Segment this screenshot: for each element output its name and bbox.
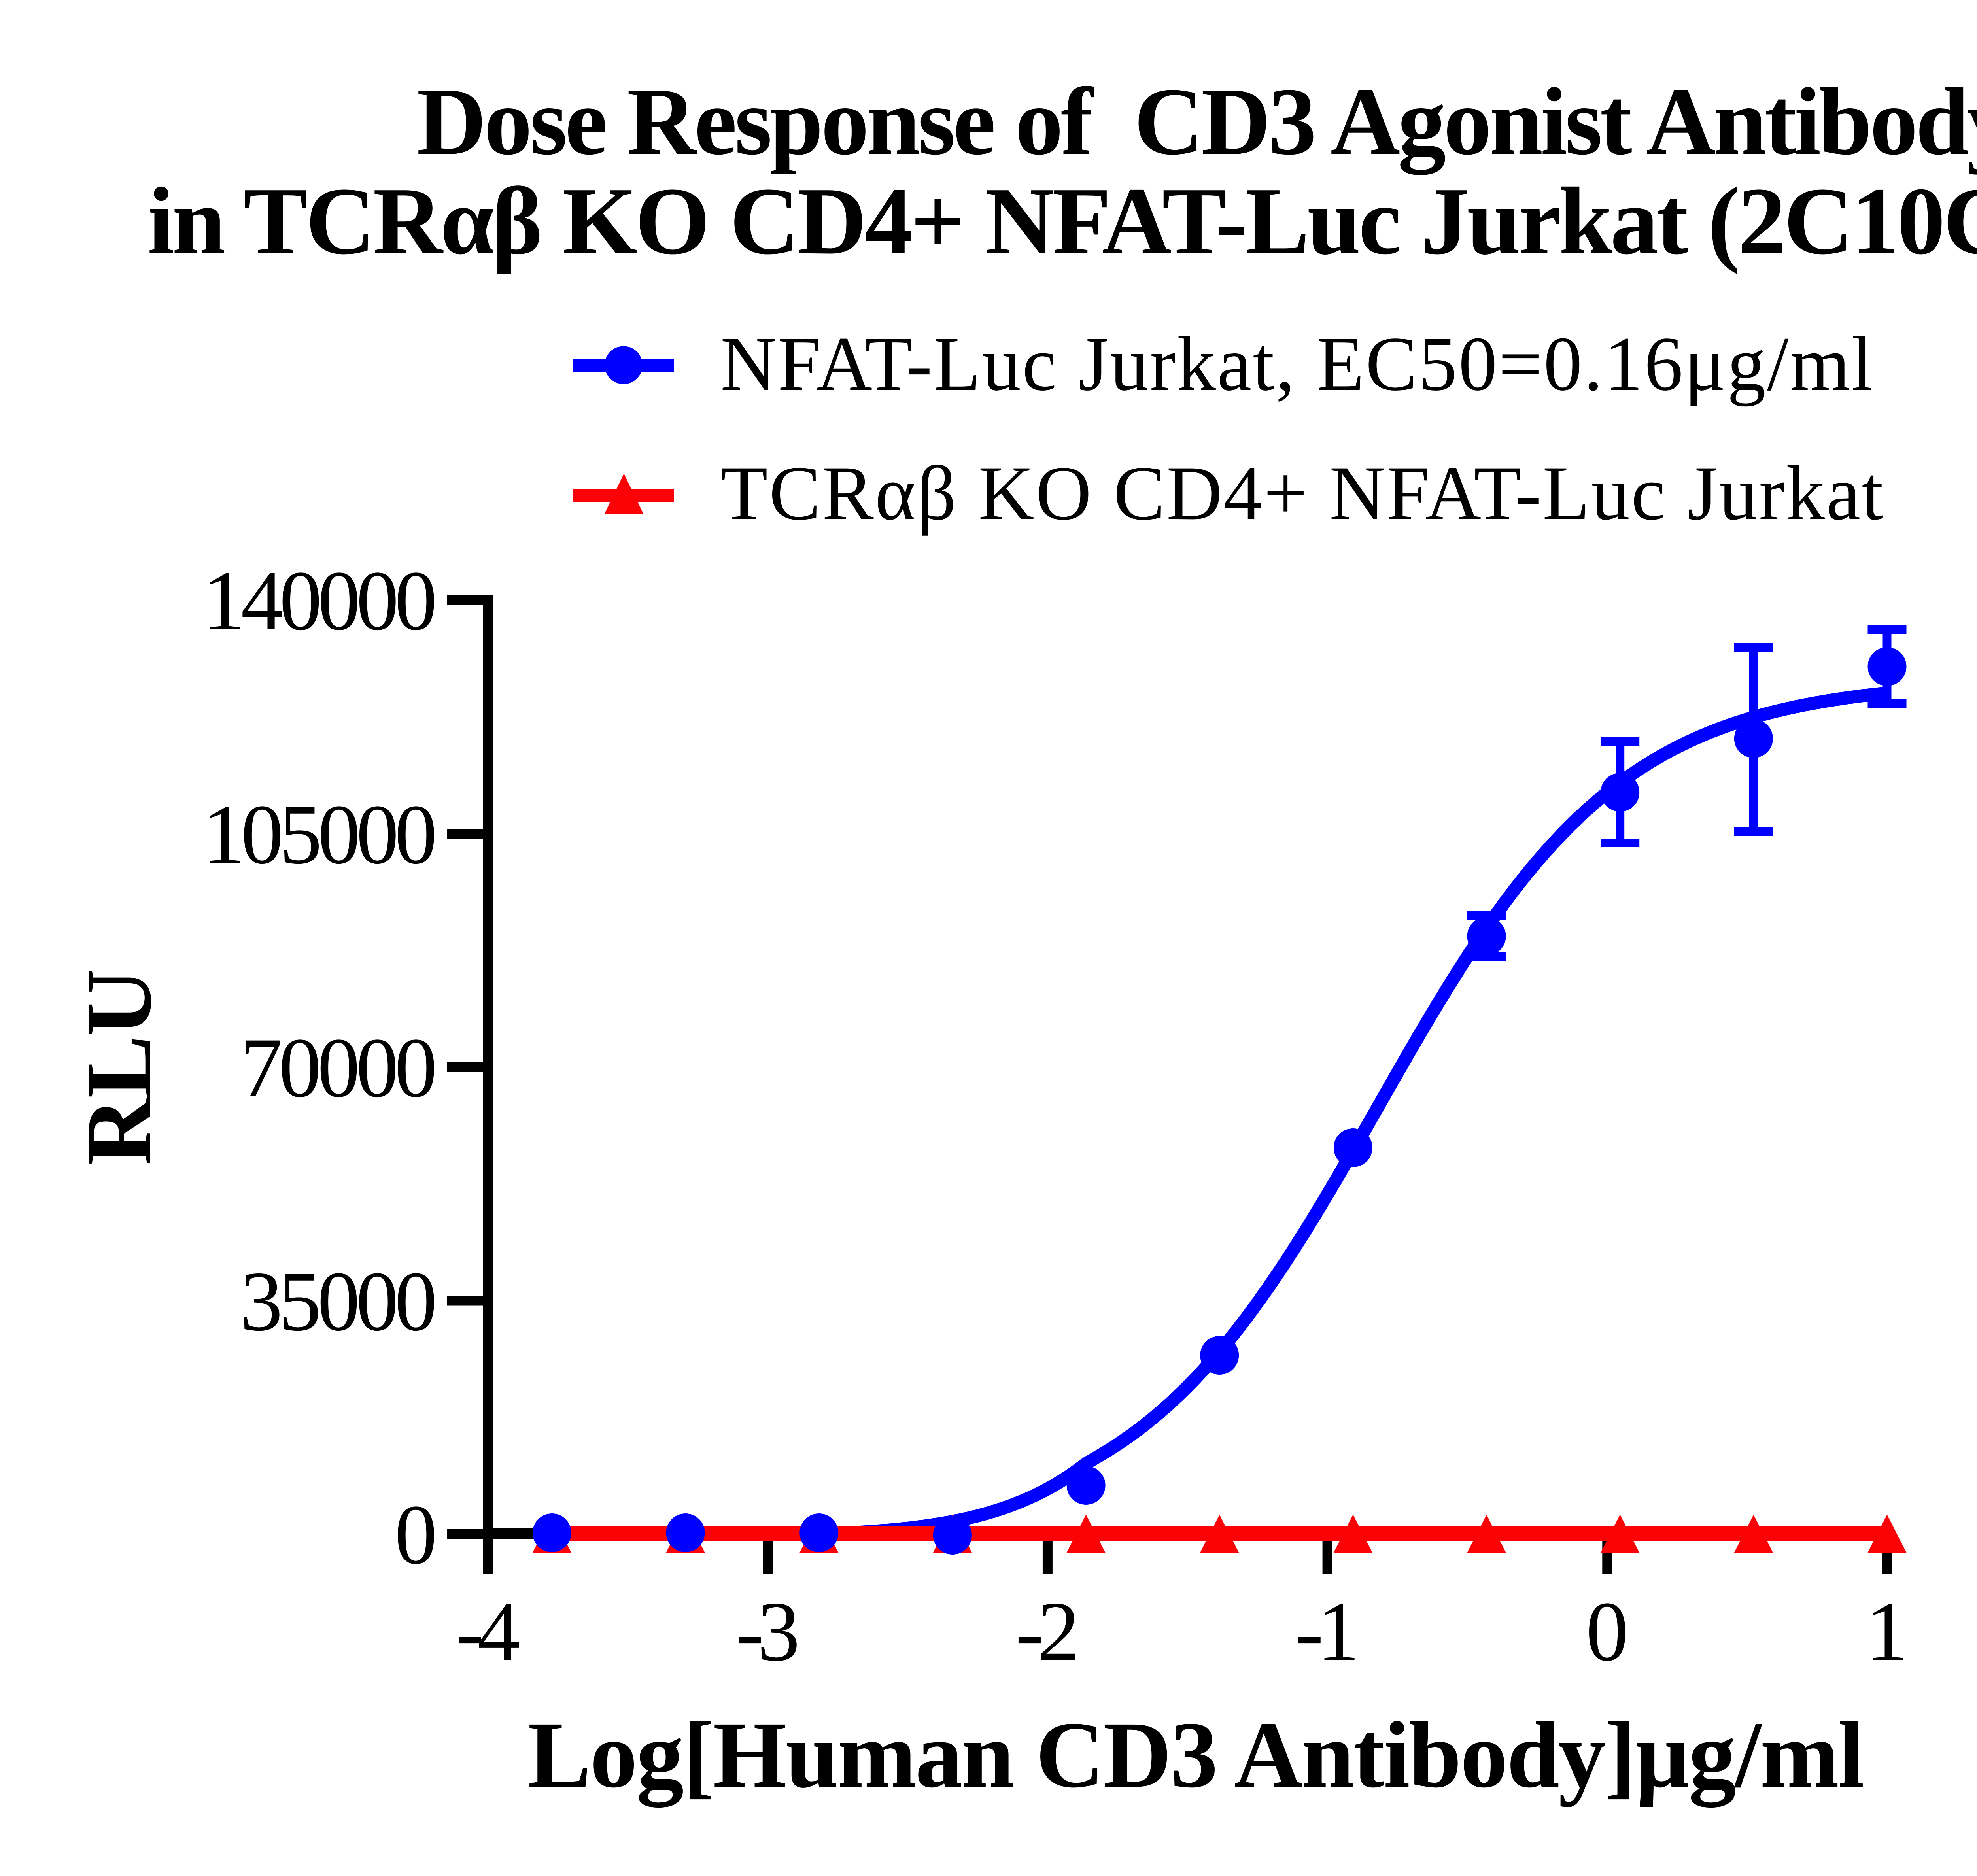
svg-text:Log[Human CD3 Antibody]µg/ml: Log[Human CD3 Antibody]µg/ml <box>528 1702 1864 1808</box>
svg-text:-4: -4 <box>456 1584 520 1679</box>
svg-text:Dose Response of CD3 Agonist: Dose Response of CD3 Agonist Antibody <box>417 68 1977 175</box>
svg-text:TCRαβ KO CD4+ NFAT-Luc Jurkat: TCRαβ KO CD4+ NFAT-Luc Jurkat <box>720 450 1883 536</box>
svg-text:105000: 105000 <box>202 787 437 882</box>
svg-text:70000: 70000 <box>240 1020 437 1115</box>
svg-text:-3: -3 <box>735 1584 800 1679</box>
svg-text:-1: -1 <box>1295 1584 1360 1679</box>
svg-text:RLU: RLU <box>67 968 171 1165</box>
svg-text:-2: -2 <box>1015 1584 1080 1679</box>
svg-text:0: 0 <box>395 1487 437 1582</box>
svg-text:0: 0 <box>1586 1584 1629 1679</box>
svg-text:140000: 140000 <box>202 554 437 648</box>
svg-text:1: 1 <box>1866 1584 1909 1679</box>
svg-text:in TCRαβ KO CD4+ NFAT-Luc Jurk: in TCRαβ KO CD4+ NFAT-Luc Jurkat (2C10C1… <box>147 168 1977 274</box>
svg-text:35000: 35000 <box>240 1254 437 1349</box>
svg-text:NFAT-Luc Jurkat, EC50=0.16μg/m: NFAT-Luc Jurkat, EC50=0.16μg/ml <box>720 321 1873 407</box>
